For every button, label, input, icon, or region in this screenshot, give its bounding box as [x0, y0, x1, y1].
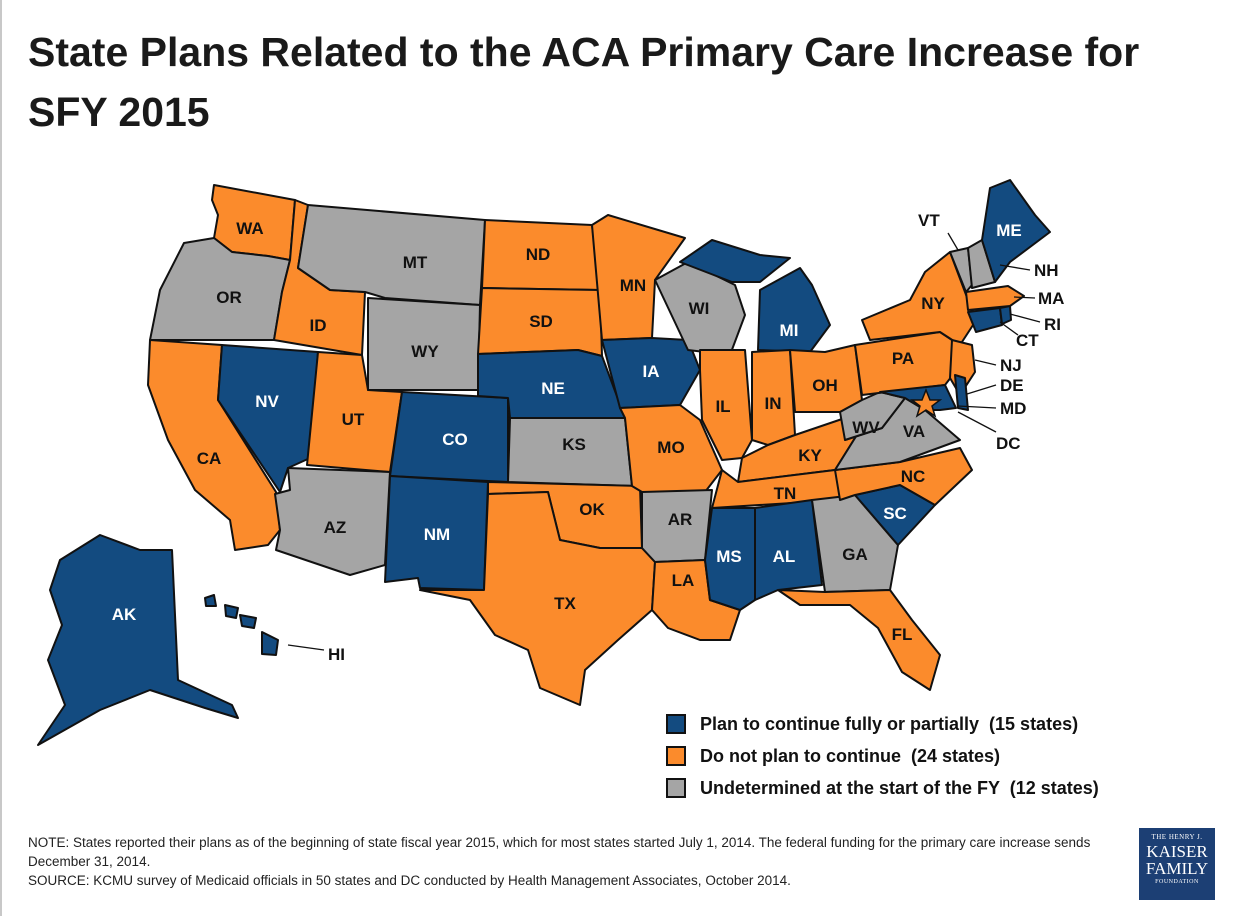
state-label-MT: MT: [403, 253, 428, 272]
state-label-OK: OK: [579, 500, 605, 519]
state-MA[interactable]: [965, 285, 1025, 311]
state-label-MD: MD: [1000, 399, 1026, 418]
state-label-AZ: AZ: [324, 518, 347, 537]
state-label-WI: WI: [689, 299, 710, 318]
state-label-TN: TN: [774, 484, 797, 503]
state-MD[interactable]: [879, 384, 957, 411]
note-text: NOTE: States reported their plans as of …: [28, 835, 1091, 869]
legend-swatch-continue: [666, 714, 686, 734]
state-label-UT: UT: [342, 410, 365, 429]
state-label-AL: AL: [773, 547, 796, 566]
legend-swatch-not-continue: [666, 746, 686, 766]
state-IL[interactable]: [699, 349, 753, 461]
state-label-MI: MI: [780, 321, 799, 340]
state-label-WY: WY: [411, 342, 439, 361]
state-label-MA: MA: [1038, 289, 1064, 308]
label-leader-lines: [287, 232, 1041, 651]
state-ME[interactable]: [981, 179, 1051, 283]
legend-item-continue: Plan to continue fully or partially (15 …: [666, 708, 1099, 740]
logo-line-4: FOUNDATION: [1155, 879, 1199, 885]
state-label-DC: DC: [996, 434, 1021, 453]
state-label-OH: OH: [812, 376, 838, 395]
state-label-WV: WV: [852, 418, 880, 437]
legend-item-not-continue: Do not plan to continue (24 states): [666, 740, 1099, 772]
state-label-AR: AR: [668, 510, 693, 529]
state-NC[interactable]: [834, 447, 973, 506]
kff-logo: THE HENRY J. KAISER FAMILY FOUNDATION: [1139, 828, 1215, 900]
state-label-IL: IL: [715, 397, 730, 416]
legend-item-undetermined: Undetermined at the start of the FY (12 …: [666, 772, 1099, 804]
page-title: State Plans Related to the ACA Primary C…: [28, 29, 1140, 135]
logo-line-3: FAMILY: [1145, 859, 1209, 878]
state-label-CO: CO: [442, 430, 468, 449]
legend-label-not-continue: Do not plan to continue (24 states): [700, 745, 1001, 766]
state-label-HI: HI: [328, 645, 345, 664]
state-label-ID: ID: [310, 316, 327, 335]
state-label-OR: OR: [216, 288, 242, 307]
state-AK[interactable]: [37, 534, 239, 746]
legend-swatch-undetermined: [666, 778, 686, 798]
state-label-WA: WA: [236, 219, 263, 238]
state-label-MN: MN: [620, 276, 646, 295]
state-label-NC: NC: [901, 467, 926, 486]
source-text: SOURCE: KCMU survey of Medicaid official…: [28, 873, 791, 888]
state-label-CT: CT: [1016, 331, 1039, 350]
state-MIU[interactable]: [679, 239, 791, 283]
state-label-CA: CA: [197, 449, 222, 468]
logo-line-2: KAISER: [1146, 842, 1208, 861]
state-label-GA: GA: [842, 545, 868, 564]
state-label-NJ: NJ: [1000, 356, 1022, 375]
state-label-SD: SD: [529, 312, 553, 331]
state-HI[interactable]: [204, 594, 279, 656]
legend: Plan to continue fully or partially (15 …: [666, 708, 1099, 804]
state-label-TX: TX: [554, 594, 576, 613]
state-label-NM: NM: [424, 525, 450, 544]
state-CT[interactable]: [967, 307, 1003, 333]
state-label-KY: KY: [798, 446, 822, 465]
state-label-PA: PA: [892, 349, 914, 368]
state-label-FL: FL: [892, 625, 913, 644]
state-label-VT: VT: [918, 211, 940, 230]
state-label-DE: DE: [1000, 376, 1024, 395]
state-label-NH: NH: [1034, 261, 1059, 280]
state-label-ND: ND: [526, 245, 551, 264]
state-label-ME: ME: [996, 221, 1022, 240]
state-RI[interactable]: [999, 305, 1012, 325]
legend-label-undetermined: Undetermined at the start of the FY (12 …: [700, 777, 1099, 798]
state-label-NE: NE: [541, 379, 565, 398]
state-MI[interactable]: [757, 267, 831, 353]
state-FL[interactable]: [777, 589, 941, 691]
state-TX[interactable]: [419, 491, 656, 706]
logo-line-1: THE HENRY J.: [1151, 833, 1203, 841]
state-label-RI: RI: [1044, 315, 1061, 334]
state-label-KS: KS: [562, 435, 586, 454]
state-label-LA: LA: [672, 571, 695, 590]
state-label-NY: NY: [921, 294, 945, 313]
notes: NOTE: States reported their plans as of …: [28, 833, 1118, 890]
state-label-IN: IN: [765, 394, 782, 413]
state-label-MS: MS: [716, 547, 742, 566]
state-label-IA: IA: [643, 362, 660, 381]
state-label-NV: NV: [255, 392, 279, 411]
state-label-VA: VA: [903, 422, 925, 441]
state-AL[interactable]: [754, 499, 823, 601]
star-icon: [909, 387, 943, 418]
state-label-MO: MO: [657, 438, 684, 457]
state-DE[interactable]: [954, 374, 969, 411]
legend-label-continue: Plan to continue fully or partially (15 …: [700, 713, 1079, 734]
state-label-AK: AK: [112, 605, 137, 624]
state-label-SC: SC: [883, 504, 907, 523]
